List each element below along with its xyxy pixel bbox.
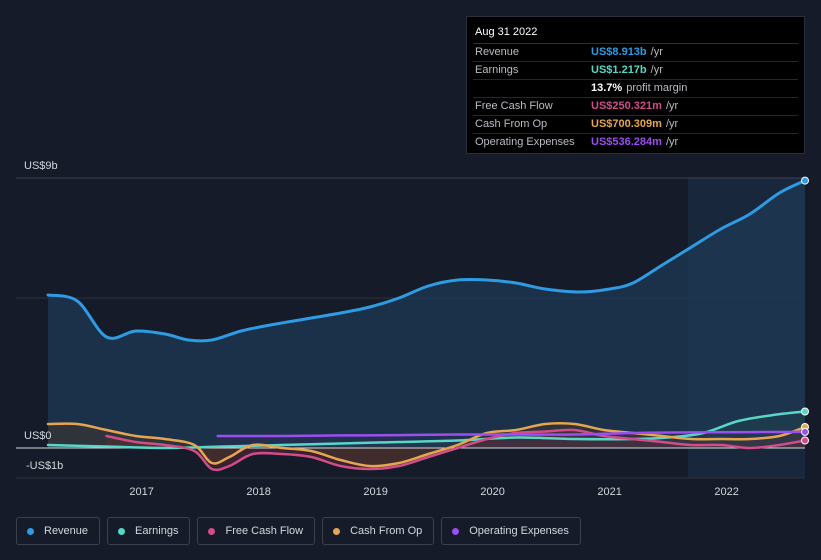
- tooltip-label: [473, 80, 591, 97]
- series-area-revenue: [48, 180, 805, 448]
- legend-item-operating-expenses[interactable]: Operating Expenses: [441, 517, 581, 545]
- legend-label: Free Cash Flow: [225, 525, 304, 537]
- legend-item-cash-from-op[interactable]: Cash From Op: [322, 517, 435, 545]
- x-tick-label-2021: 2021: [597, 486, 621, 498]
- tooltip-row-free-cash-flow: Free Cash Flow US$250.321m /yr: [473, 98, 798, 116]
- legend-item-revenue[interactable]: Revenue: [16, 517, 101, 545]
- legend-dot-icon: [333, 527, 341, 535]
- x-tick-label-2017: 2017: [129, 486, 153, 498]
- legend-dot-icon: [27, 527, 34, 535]
- series-endpoint-free-cash-flow: [801, 436, 809, 445]
- tooltip-unit: /yr: [665, 100, 679, 112]
- legend-dot-icon: [208, 527, 216, 535]
- tooltip-label: Operating Expenses: [475, 136, 575, 148]
- legend-item-earnings[interactable]: Earnings: [107, 517, 191, 545]
- legend-label: Revenue: [44, 525, 89, 537]
- legend-dot-icon: [452, 527, 460, 535]
- series-line-cash-from-op: [46, 422, 807, 468]
- tooltip-value: US$700.309m: [591, 118, 662, 130]
- series-area-earnings: [48, 411, 805, 448]
- series-line-free-cash-flow: [105, 428, 807, 472]
- tooltip-row-cash-from-op: Cash From Op US$700.309m /yr: [473, 116, 798, 134]
- legend-label: Earnings: [135, 525, 179, 537]
- tooltip-value: US$536.284m: [591, 136, 662, 148]
- tooltip-row-profit-margin: 13.7% profit margin: [473, 80, 798, 98]
- tooltip-row-operating-expenses: Operating Expenses US$536.284m /yr: [473, 134, 798, 151]
- series-endpoint-earnings: [801, 407, 809, 416]
- x-tick-label-2022: 2022: [714, 486, 738, 498]
- tooltip-unit: /yr: [650, 64, 663, 76]
- tooltip-date: Aug 31 2022: [473, 17, 798, 44]
- tooltip-label: Revenue: [475, 46, 520, 58]
- chart-legend: Revenue Earnings Free Cash Flow Cash Fro…: [16, 517, 588, 545]
- legend-dot-icon: [118, 527, 126, 535]
- tooltip-label: Earnings: [475, 64, 519, 76]
- series-endpoint-operating-expenses: [801, 427, 809, 436]
- tooltip-unit: /yr: [665, 136, 679, 148]
- series-line-revenue: [46, 179, 807, 343]
- tooltip-value: US$250.321m: [591, 100, 662, 112]
- y-axis-zero-label: US$0: [24, 430, 52, 442]
- tooltip-row-revenue: Revenue US$8.913b /yr: [473, 44, 798, 62]
- y-axis-top-label: US$9b: [24, 160, 58, 172]
- tooltip-unit: /yr: [665, 118, 679, 130]
- tooltip-row-earnings: Earnings US$1.217b /yr: [473, 62, 798, 80]
- tooltip-label: Cash From Op: [475, 118, 548, 130]
- series-line-operating-expenses: [216, 430, 807, 438]
- x-tick-label-2018: 2018: [246, 486, 270, 498]
- tooltip-value: 13.7%: [591, 82, 623, 94]
- tooltip-label: Free Cash Flow: [475, 100, 553, 112]
- legend-item-free-cash-flow[interactable]: Free Cash Flow: [197, 517, 316, 545]
- tooltip-value: US$8.913b: [591, 46, 647, 58]
- y-axis-bottom-label: -US$1b: [26, 460, 64, 472]
- tooltip-unit: /yr: [650, 46, 663, 58]
- legend-label: Operating Expenses: [469, 525, 569, 537]
- tooltip-unit: profit margin: [626, 82, 688, 94]
- series-endpoint-revenue: [801, 176, 809, 185]
- x-tick-label-2019: 2019: [363, 486, 387, 498]
- tooltip-panel: Aug 31 2022 Revenue US$8.913b /yr Earnin…: [466, 16, 805, 154]
- x-tick-label-2020: 2020: [480, 486, 504, 498]
- tooltip-value: US$1.217b: [591, 64, 647, 76]
- legend-label: Cash From Op: [350, 525, 423, 537]
